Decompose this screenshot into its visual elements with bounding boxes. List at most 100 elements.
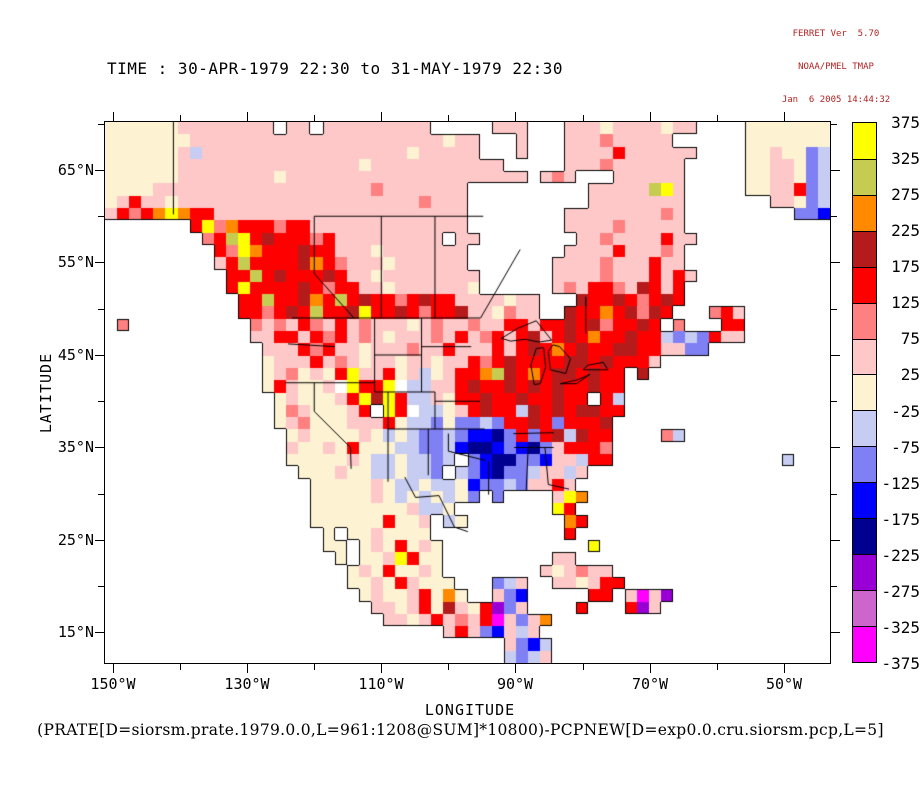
colorbar-band	[853, 374, 876, 411]
lon-major-tick	[381, 112, 382, 121]
lat-minor-tick	[98, 494, 104, 495]
lat-minor-tick	[831, 494, 837, 495]
lon-minor-tick	[314, 664, 315, 670]
colorbar-tick-label: -175	[881, 510, 920, 529]
colorbar-tick-label: 175	[891, 257, 920, 276]
colorbar-band	[853, 589, 876, 626]
lon-tick-label: 110°W	[358, 675, 404, 693]
lon-tick-label: 70°W	[631, 675, 669, 693]
lat-major-tick	[831, 170, 840, 171]
colorbar-band	[853, 482, 876, 519]
lon-minor-tick	[180, 115, 181, 121]
colorbar-band	[853, 446, 876, 483]
lon-minor-tick	[717, 115, 718, 121]
x-axis-label: LONGITUDE	[424, 701, 516, 719]
colorbar-band	[853, 230, 876, 267]
lat-major-tick	[95, 447, 104, 448]
lon-major-tick	[113, 664, 114, 673]
colorbar-tick-label: 75	[900, 329, 920, 348]
colorbar-tick-label: 25	[900, 365, 920, 384]
lon-minor-tick	[583, 115, 584, 121]
colorbar-tick-label: 225	[891, 221, 920, 240]
colorbar-band	[853, 266, 876, 303]
lat-tick-label: 15°N	[57, 623, 94, 641]
lon-tick-label: 90°W	[496, 675, 534, 693]
lon-major-tick	[784, 664, 785, 673]
lon-minor-tick	[180, 664, 181, 670]
lon-major-tick	[113, 112, 114, 121]
lat-minor-tick	[98, 309, 104, 310]
plot-title: TIME : 30-APR-1979 22:30 to 31-MAY-1979 …	[107, 59, 563, 78]
colorbar-tick-label: -325	[881, 618, 920, 637]
colorbar-band	[853, 158, 876, 195]
lon-major-tick	[515, 664, 516, 673]
colorbar-band	[853, 518, 876, 555]
ferret-version-line: FERRET Ver 5.70	[792, 29, 880, 39]
ferret-version-stamp: FERRET Ver 5.70 NOAA/PMEL TMAP Jan 6 200…	[745, 7, 921, 128]
colorbar-tick-label: 125	[891, 293, 920, 312]
lat-tick-label: 25°N	[57, 531, 94, 549]
lon-minor-tick	[717, 664, 718, 670]
lat-minor-tick	[98, 124, 104, 125]
timestamp-line: Jan 6 2005 14:44:32	[781, 95, 891, 105]
lat-minor-tick	[831, 309, 837, 310]
lat-major-tick	[95, 632, 104, 633]
colorbar-tick-label: -375	[881, 654, 920, 673]
lon-major-tick	[381, 664, 382, 673]
noaa-pmel-line: NOAA/PMEL TMAP	[798, 62, 874, 72]
colorbar-tick-label: -75	[891, 438, 920, 457]
caption: (PRATE[D=siorsm.prate.1979.0.0,L=961:120…	[37, 721, 884, 739]
lat-minor-tick	[831, 401, 837, 402]
lat-tick-label: 55°N	[57, 253, 94, 271]
colorbar-band	[853, 194, 876, 231]
colorbar-band	[853, 302, 876, 339]
lon-major-tick	[515, 112, 516, 121]
colorbar-tick-label: -225	[881, 546, 920, 565]
colorbar-band	[853, 554, 876, 590]
lat-minor-tick	[98, 586, 104, 587]
lat-major-tick	[95, 540, 104, 541]
lat-minor-tick	[831, 216, 837, 217]
lat-major-tick	[831, 262, 840, 263]
lon-major-tick	[247, 664, 248, 673]
lon-minor-tick	[448, 115, 449, 121]
colorbar-band	[853, 625, 876, 662]
lat-minor-tick	[831, 124, 837, 125]
lat-major-tick	[95, 170, 104, 171]
lat-minor-tick	[98, 401, 104, 402]
colorbar-tick-label: 325	[891, 149, 920, 168]
lat-tick-label: 35°N	[57, 438, 94, 456]
lon-major-tick	[650, 112, 651, 121]
lat-tick-label: 65°N	[57, 161, 94, 179]
lon-minor-tick	[448, 664, 449, 670]
lon-major-tick	[784, 112, 785, 121]
lat-major-tick	[95, 355, 104, 356]
lat-tick-label: 45°N	[57, 346, 94, 364]
lat-minor-tick	[98, 216, 104, 217]
colorbar-tick-label: -125	[881, 474, 920, 493]
lon-minor-tick	[583, 664, 584, 670]
lat-major-tick	[831, 540, 840, 541]
lat-major-tick	[95, 262, 104, 263]
lon-minor-tick	[314, 115, 315, 121]
lon-tick-label: 130°W	[224, 675, 270, 693]
colorbar-tick-label: -25	[891, 402, 920, 421]
colorbar-tick-label: 275	[891, 185, 920, 204]
map-canvas	[105, 122, 830, 663]
lat-minor-tick	[831, 586, 837, 587]
lon-tick-label: 150°W	[90, 675, 136, 693]
lon-tick-label: 50°W	[765, 675, 803, 693]
colorbar-band	[853, 123, 876, 159]
lon-major-tick	[650, 664, 651, 673]
colorbar-tick-label: 375	[891, 113, 920, 132]
map-frame	[104, 121, 831, 664]
lat-major-tick	[831, 632, 840, 633]
lon-major-tick	[247, 112, 248, 121]
colorbar-tick-label: -275	[881, 582, 920, 601]
lat-major-tick	[831, 355, 840, 356]
colorbar-band	[853, 410, 876, 447]
colorbar	[852, 122, 877, 663]
lat-major-tick	[831, 447, 840, 448]
colorbar-band	[853, 338, 876, 375]
